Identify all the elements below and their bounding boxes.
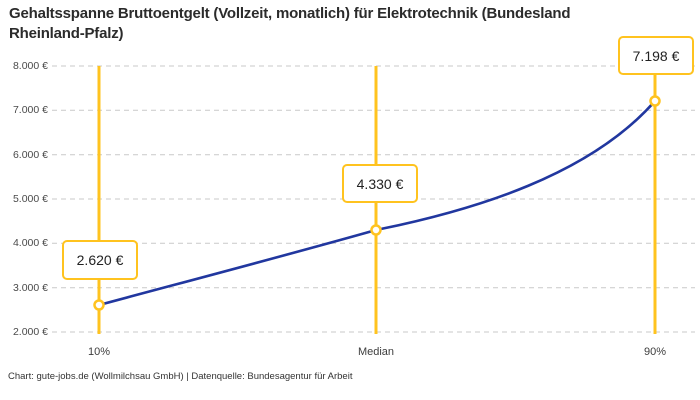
value-label-median: 4.330 € xyxy=(342,164,418,203)
x-tick-10pct: 10% xyxy=(87,346,111,358)
y-tick-5000: 5.000 € xyxy=(12,193,48,205)
y-tick-3000: 3.000 € xyxy=(12,282,48,294)
data-point-markers xyxy=(93,95,661,311)
chart-title: Gehaltsspanne Bruttoentgelt (Vollzeit, m… xyxy=(9,4,669,44)
data-point-median xyxy=(370,224,382,236)
x-tick-median: Median xyxy=(357,346,395,358)
y-tick-8000: 8.000 € xyxy=(12,60,48,72)
chart-title-line-1: Gehaltsspanne Bruttoentgelt (Vollzeit, m… xyxy=(9,5,571,22)
y-tick-7000: 7.000 € xyxy=(12,104,48,116)
data-point-90pct xyxy=(649,95,661,107)
value-label-90pct: 7.198 € xyxy=(618,36,694,75)
value-label-10pct: 2.620 € xyxy=(62,240,138,280)
attribution-footer: Chart: gute-jobs.de (Wollmilchsau GmbH) … xyxy=(8,371,353,382)
x-tick-90pct: 90% xyxy=(643,346,667,358)
y-tick-4000: 4.000 € xyxy=(12,237,48,249)
chart-title-line-2: Rheinland-Pfalz) xyxy=(9,25,124,42)
y-tick-2000: 2.000 € xyxy=(12,326,48,338)
y-tick-6000: 6.000 € xyxy=(12,149,48,161)
data-point-10pct xyxy=(93,299,105,311)
